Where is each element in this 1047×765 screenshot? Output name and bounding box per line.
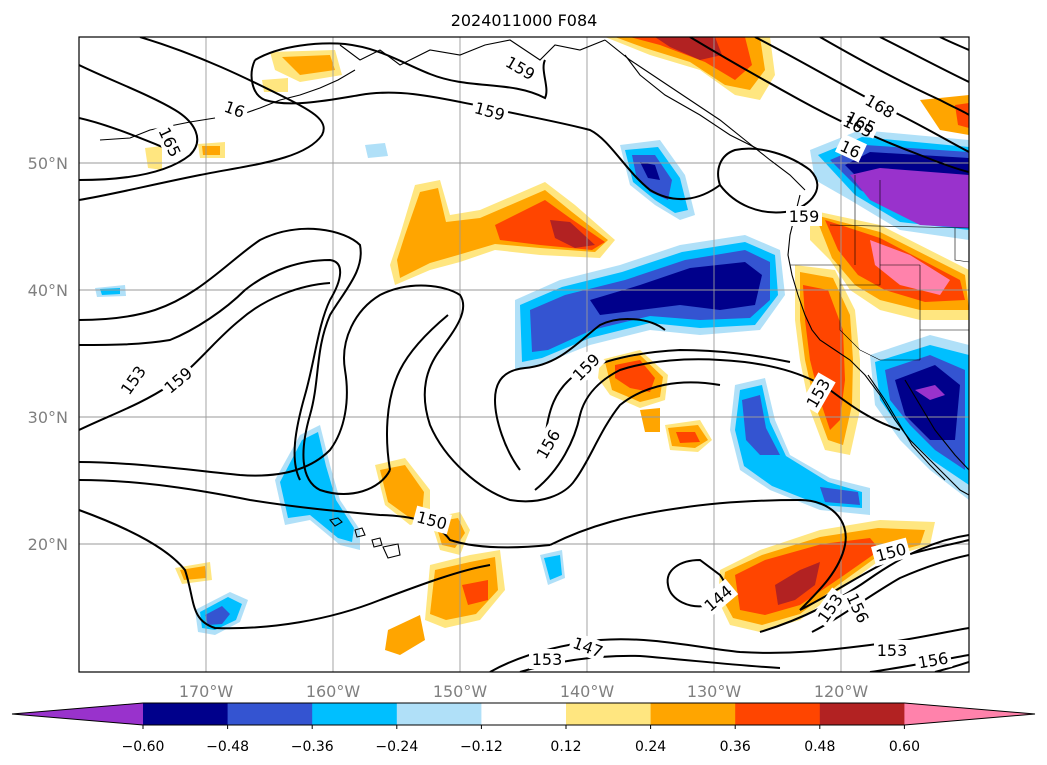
contour-label: 153 <box>877 641 908 660</box>
colorbar-extend-high <box>904 703 1035 725</box>
anomaly-patches-subtropical-positive <box>145 50 712 655</box>
lon-label: 130°W <box>687 682 742 701</box>
colorbar-tick-label: 0.24 <box>635 739 666 755</box>
colorbar-segment <box>735 703 821 725</box>
colorbar-tick-label: 0.48 <box>804 739 835 755</box>
map-content: 159 159 165 16 165 168 165 16 159 153 15… <box>79 37 969 672</box>
lon-label: 160°W <box>306 682 361 701</box>
colorbar-tick-label: −0.36 <box>291 739 334 755</box>
colorbar-segment <box>819 703 905 725</box>
anomaly-region-gulf-alaska-positive <box>605 37 775 100</box>
colorbar-tick-label: −0.24 <box>375 739 418 755</box>
contour-label: 159 <box>789 207 820 226</box>
anomaly-region-ne-pacific-negative <box>515 140 785 370</box>
lon-label: 150°W <box>433 682 488 701</box>
colorbar-tick-label: 0.60 <box>889 739 920 755</box>
lon-label: 120°W <box>814 682 869 701</box>
gridlines <box>79 37 969 672</box>
lon-label: 170°W <box>179 682 234 701</box>
colorbar-tick-label: 0.36 <box>720 739 751 755</box>
colorbar-extend-low <box>12 703 143 725</box>
colorbar-tick-label: −0.48 <box>206 739 249 755</box>
lat-label: 20°N <box>28 535 68 554</box>
longitude-labels: 170°W 160°W 150°W 140°W 130°W 120°W <box>179 682 869 701</box>
colorbar-segment <box>650 703 736 725</box>
contour-labels: 159 159 165 16 165 168 165 16 159 153 15… <box>114 49 953 672</box>
lat-label: 40°N <box>28 281 68 300</box>
map-title: 2024011000 F084 <box>451 11 598 30</box>
colorbar-segment <box>227 703 313 725</box>
coastlines <box>99 39 969 559</box>
lon-label: 140°W <box>560 682 615 701</box>
colorbar-segment <box>143 703 229 725</box>
colorbar: −0.60 −0.48 −0.36 −0.24 −0.12 0.12 0.24 0.36 0.4… <box>11 702 1036 755</box>
latitude-labels: 50°N 40°N 30°N 20°N <box>28 154 68 554</box>
colorbar-tick-label: −0.12 <box>460 739 503 755</box>
colorbar-segment <box>396 703 482 725</box>
contour-label: 156 <box>916 648 949 672</box>
lat-label: 30°N <box>28 408 68 427</box>
colorbar-tick-label: 0.12 <box>550 739 581 755</box>
colorbar-segment <box>481 703 567 725</box>
colorbar-segment <box>566 703 652 725</box>
colorbar-tick-label: −0.60 <box>122 739 165 755</box>
anomaly-region-baja-negative <box>870 335 969 500</box>
contour-label: 153 <box>532 650 563 669</box>
colorbar-segment <box>312 703 398 725</box>
map-frame <box>78 36 970 673</box>
anomaly-region-central-pacific-positive <box>390 180 615 285</box>
lat-label: 50°N <box>28 154 68 173</box>
